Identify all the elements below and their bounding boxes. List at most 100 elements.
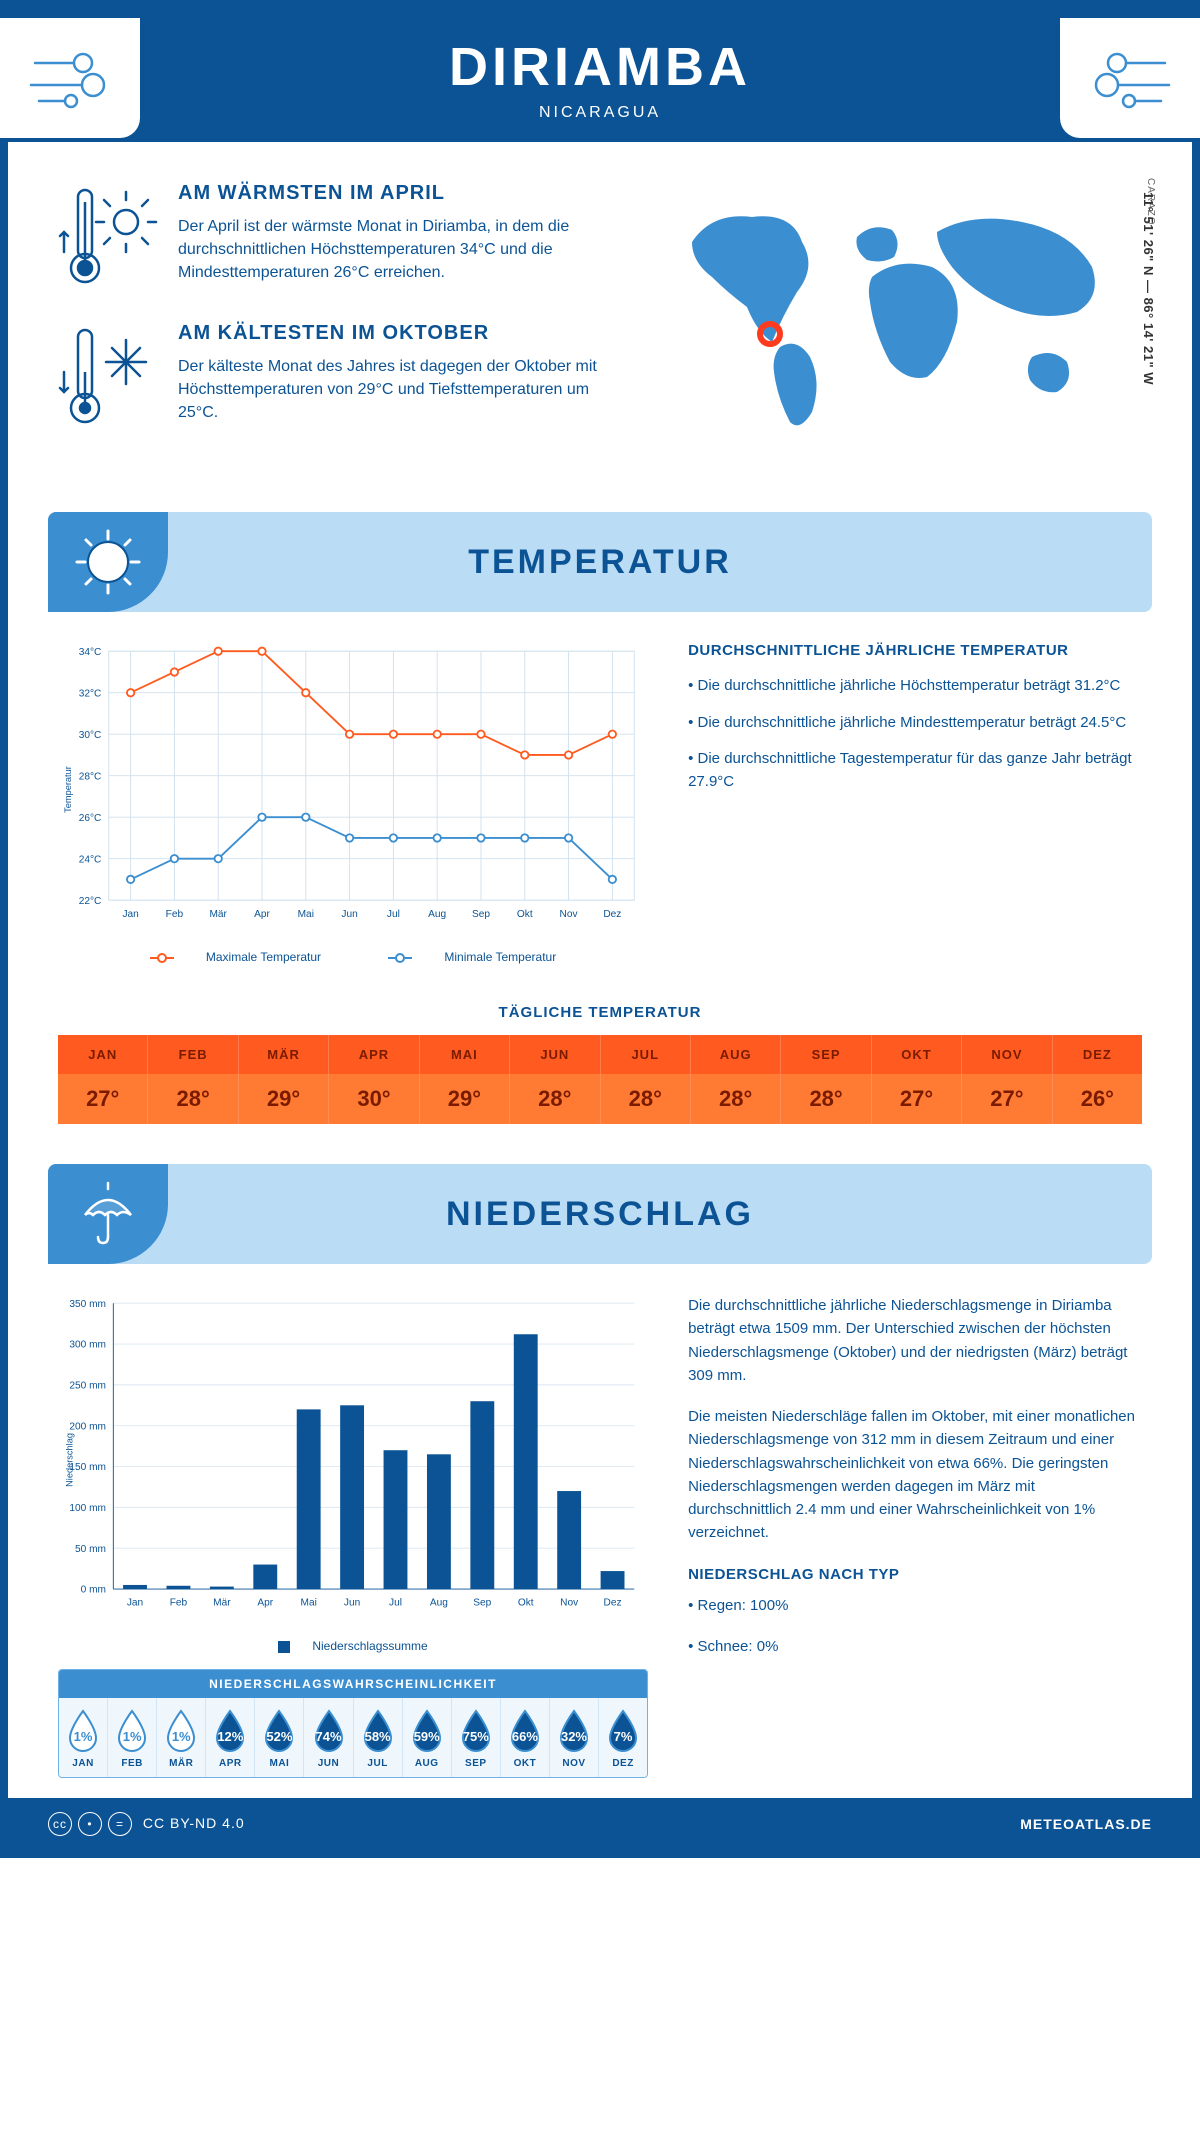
- precipitation-legend: Niederschlagssumme: [58, 1639, 648, 1653]
- svg-text:250 mm: 250 mm: [69, 1381, 106, 1392]
- probability-cell: 1%MÄR: [157, 1698, 206, 1777]
- license-block: cc•= CC BY-ND 4.0: [48, 1812, 245, 1836]
- svg-text:32°C: 32°C: [79, 688, 102, 699]
- probability-cell: 1%JAN: [59, 1698, 108, 1777]
- svg-text:30°C: 30°C: [79, 730, 102, 741]
- daily-month-header: DEZ: [1053, 1035, 1142, 1074]
- svg-text:0 mm: 0 mm: [81, 1585, 106, 1596]
- probability-cell: 32%NOV: [550, 1698, 599, 1777]
- sun-icon: [48, 512, 168, 612]
- probability-cell: 59%AUG: [403, 1698, 452, 1777]
- daily-temp-value: 28°: [510, 1074, 600, 1124]
- svg-text:Aug: Aug: [428, 909, 446, 920]
- daily-month-header: JUN: [510, 1035, 600, 1074]
- svg-text:50 mm: 50 mm: [75, 1544, 106, 1555]
- svg-text:Okt: Okt: [518, 1598, 534, 1609]
- daily-temp-value: 28°: [148, 1074, 238, 1124]
- page-header: DIRIAMBA NICARAGUA: [8, 8, 1192, 142]
- daily-temp-value: 26°: [1053, 1074, 1142, 1124]
- probability-cell: 66%OKT: [501, 1698, 550, 1777]
- daily-month-header: APR: [329, 1035, 419, 1074]
- svg-text:300 mm: 300 mm: [69, 1340, 106, 1351]
- intro-section: AM WÄRMSTEN IM APRIL Der April ist der w…: [8, 142, 1192, 492]
- city-title: DIRIAMBA: [8, 36, 1192, 98]
- svg-text:Apr: Apr: [254, 909, 270, 920]
- coldest-text: Der kälteste Monat des Jahres ist dagege…: [178, 355, 598, 425]
- svg-text:Jul: Jul: [387, 909, 400, 920]
- temperature-summary-point: • Die durchschnittliche jährliche Höchst…: [688, 675, 1142, 698]
- umbrella-icon: [48, 1164, 168, 1264]
- precipitation-text: Die durchschnittliche jährliche Niedersc…: [688, 1294, 1142, 1778]
- warmest-block: AM WÄRMSTEN IM APRIL Der April ist der w…: [58, 182, 622, 292]
- daily-temp-value: 29°: [239, 1074, 329, 1124]
- daily-month-header: NOV: [962, 1035, 1052, 1074]
- svg-text:Aug: Aug: [430, 1598, 448, 1609]
- precipitation-title: NIEDERSCHLAG: [446, 1195, 754, 1234]
- svg-text:Apr: Apr: [257, 1598, 273, 1609]
- temperature-line-chart: 22°C24°C26°C28°C30°C32°C34°CJanFebMärApr…: [58, 642, 648, 964]
- probability-cell: 12%APR: [206, 1698, 255, 1777]
- svg-text:Jan: Jan: [127, 1598, 143, 1609]
- probability-cell: 52%MAI: [255, 1698, 304, 1777]
- temperature-legend: Maximale Temperatur Minimale Temperatur: [58, 950, 648, 964]
- temperature-summary-title: DURCHSCHNITTLICHE JÄHRLICHE TEMPERATUR: [688, 642, 1142, 659]
- thermometer-hot-icon: [58, 182, 158, 292]
- temperature-summary-point: • Die durchschnittliche Tagestemperatur …: [688, 748, 1142, 793]
- daily-month-header: JAN: [58, 1035, 148, 1074]
- svg-text:Jun: Jun: [344, 1598, 360, 1609]
- daily-month-header: OKT: [872, 1035, 962, 1074]
- daily-month-header: MAI: [420, 1035, 510, 1074]
- daily-temp-value: 28°: [691, 1074, 781, 1124]
- probability-cell: 7%DEZ: [599, 1698, 647, 1777]
- daily-month-header: AUG: [691, 1035, 781, 1074]
- svg-text:26°C: 26°C: [79, 813, 102, 824]
- daily-temp-value: 28°: [601, 1074, 691, 1124]
- svg-text:Jan: Jan: [122, 909, 138, 920]
- svg-text:24°C: 24°C: [79, 854, 102, 865]
- svg-text:28°C: 28°C: [79, 771, 102, 782]
- precipitation-text-1: Die durchschnittliche jährliche Niedersc…: [688, 1294, 1142, 1387]
- temperature-section-header: TEMPERATUR: [48, 512, 1152, 612]
- svg-text:Jul: Jul: [389, 1598, 402, 1609]
- precipitation-snow: • Schnee: 0%: [688, 1635, 1142, 1658]
- svg-text:Nov: Nov: [560, 1598, 579, 1609]
- svg-text:Feb: Feb: [166, 909, 184, 920]
- thermometer-cold-icon: [58, 322, 158, 432]
- coordinates: 11° 51' 26" N — 86° 14' 21" W: [1141, 192, 1156, 385]
- svg-text:Temperatur: Temperatur: [63, 766, 73, 813]
- svg-text:Mai: Mai: [301, 1598, 317, 1609]
- precipitation-section-header: NIEDERSCHLAG: [48, 1164, 1152, 1264]
- svg-text:200 mm: 200 mm: [69, 1421, 106, 1432]
- warmest-title: AM WÄRMSTEN IM APRIL: [178, 182, 598, 205]
- svg-text:Mär: Mär: [209, 909, 227, 920]
- svg-text:Jun: Jun: [341, 909, 357, 920]
- svg-text:Dez: Dez: [603, 909, 621, 920]
- daily-temp-value: 27°: [962, 1074, 1052, 1124]
- daily-temp-value: 30°: [329, 1074, 419, 1124]
- svg-text:Okt: Okt: [517, 909, 533, 920]
- daily-month-header: FEB: [148, 1035, 238, 1074]
- page-footer: cc•= CC BY-ND 4.0 METEOATLAS.DE: [8, 1798, 1192, 1850]
- svg-text:Feb: Feb: [170, 1598, 188, 1609]
- daily-temp-value: 27°: [872, 1074, 962, 1124]
- svg-text:34°C: 34°C: [79, 647, 102, 658]
- temperature-summary-point: • Die durchschnittliche jährliche Mindes…: [688, 712, 1142, 735]
- svg-text:100 mm: 100 mm: [69, 1503, 106, 1514]
- svg-text:Mär: Mär: [213, 1598, 231, 1609]
- daily-month-header: JUL: [601, 1035, 691, 1074]
- precipitation-type-title: NIEDERSCHLAG NACH TYP: [688, 1563, 1142, 1586]
- daily-temp-value: 28°: [781, 1074, 871, 1124]
- world-map: CARAZO 11° 51' 26" N — 86° 14' 21" W: [662, 182, 1142, 462]
- warmest-text: Der April ist der wärmste Monat in Diria…: [178, 215, 598, 285]
- cc-icons: cc•=: [48, 1815, 138, 1831]
- svg-text:150 mm: 150 mm: [69, 1462, 106, 1473]
- probability-cell: 1%FEB: [108, 1698, 157, 1777]
- temperature-summary: DURCHSCHNITTLICHE JÄHRLICHE TEMPERATUR •…: [688, 642, 1142, 964]
- svg-text:Dez: Dez: [604, 1598, 622, 1609]
- probability-cell: 58%JUL: [354, 1698, 403, 1777]
- precipitation-rain: • Regen: 100%: [688, 1594, 1142, 1617]
- temperature-title: TEMPERATUR: [468, 543, 732, 582]
- svg-text:350 mm: 350 mm: [69, 1299, 106, 1310]
- svg-text:Mai: Mai: [298, 909, 314, 920]
- probability-cell: 74%JUN: [304, 1698, 353, 1777]
